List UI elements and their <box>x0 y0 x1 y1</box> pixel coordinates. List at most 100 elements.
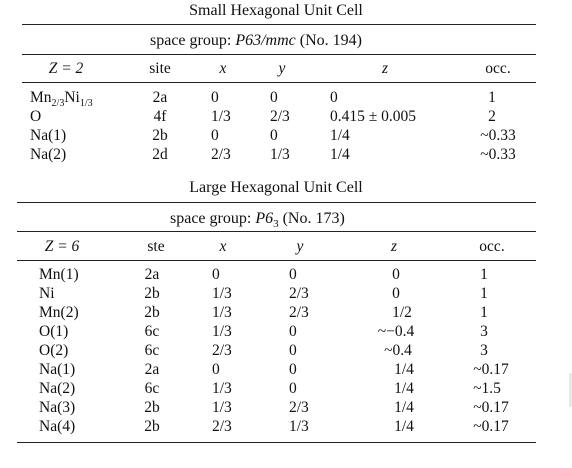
small-cell-title: Small Hexagonal Unit Cell <box>189 2 363 19</box>
large-bottom-rule <box>17 442 536 443</box>
small-row-x: 2/3 <box>211 146 231 163</box>
small-row-atom: Na(1) <box>30 127 67 144</box>
large-row-x: 2/3 <box>212 418 232 435</box>
large-row-x: 1/3 <box>212 380 232 397</box>
large-row-site: 6c <box>144 380 160 397</box>
large-row-site: 6c <box>144 342 160 359</box>
large-row-z: 0 <box>392 285 400 302</box>
large-row-y: 2/3 <box>289 399 309 416</box>
large-row-site: 2b <box>144 418 160 435</box>
large-row-occ: 1 <box>480 304 488 321</box>
small-row-site: 4f <box>153 108 167 125</box>
large-top-rule <box>17 202 536 203</box>
small-row-x: 0 <box>211 89 219 106</box>
small-spacegroup: space group: P63/mmc (No. 194) <box>150 32 362 50</box>
scrollbar-thumb[interactable] <box>569 373 572 407</box>
large-row-z: 1/4 <box>394 399 414 416</box>
small-header-x: x <box>219 60 227 77</box>
large-cell-title: Large Hexagonal Unit Cell <box>189 179 363 196</box>
large-row-y: 2/3 <box>289 285 309 302</box>
small-header-site: site <box>149 60 171 77</box>
large-row-occ: ~0.17 <box>473 399 509 416</box>
small-row-z: 0.415 ± 0.005 <box>330 108 417 125</box>
large-row-z: 1/4 <box>394 361 414 378</box>
large-row-y: 0 <box>289 266 297 283</box>
large-row-occ: ~0.17 <box>473 361 509 378</box>
large-row-y: 0 <box>289 380 297 397</box>
small-spacegroup-rule <box>22 54 536 55</box>
large-row-z: 1/2 <box>392 304 412 321</box>
large-row-site: 2a <box>144 266 160 283</box>
large-spacegroup-number: (No. 173) <box>282 210 345 227</box>
small-row-z: 1/4 <box>330 146 350 163</box>
small-header-occ: occ. <box>485 60 511 77</box>
small-row-z: 0 <box>330 89 338 106</box>
large-row-z: ~0.4 <box>384 342 412 359</box>
small-header-z: z <box>381 60 389 77</box>
large-row-x: 2/3 <box>212 342 232 359</box>
large-header-site: ste <box>147 238 165 255</box>
large-row-z: 1/4 <box>394 418 414 435</box>
large-spacegroup-rule <box>17 231 536 232</box>
small-spacegroup-number: (No. 194) <box>299 32 362 49</box>
small-header-rule <box>22 82 536 83</box>
small-row-atom: O <box>30 108 42 125</box>
small-spacegroup-prefix: space group: <box>150 32 232 49</box>
large-header-x: x <box>219 238 227 255</box>
large-row-atom: Na(3) <box>39 399 76 416</box>
large-row-atom: Ni <box>39 285 55 302</box>
small-row-y: 1/3 <box>270 146 290 163</box>
large-spacegroup-symbol: P63 <box>255 210 279 231</box>
large-row-atom: Na(2) <box>39 380 76 397</box>
large-row-x: 0 <box>212 361 220 378</box>
small-row-y: 0 <box>270 89 278 106</box>
large-row-y: 1/3 <box>289 418 309 435</box>
small-row-atom: Na(2) <box>30 146 67 163</box>
small-row-site: 2d <box>152 146 168 163</box>
large-row-y: 0 <box>289 323 297 340</box>
large-row-site: 2b <box>144 285 160 302</box>
large-row-atom: O(1) <box>39 323 69 340</box>
large-row-y: 0 <box>289 361 297 378</box>
large-row-occ: 1 <box>480 266 488 283</box>
large-spacegroup: space group: P63 (No. 173) <box>170 210 345 233</box>
large-row-occ: 3 <box>480 342 488 359</box>
large-row-x: 1/3 <box>212 304 232 321</box>
small-row-y: 2/3 <box>270 108 290 125</box>
large-header-rule <box>17 260 536 261</box>
small-row-occ: 2 <box>488 108 496 125</box>
small-header-z-count: Z = 2 <box>48 60 84 77</box>
small-row-y: 0 <box>270 127 278 144</box>
large-row-atom: Mn(2) <box>39 304 79 321</box>
large-row-site: 2a <box>144 361 160 378</box>
large-row-x: 1/3 <box>212 285 232 302</box>
large-row-x: 1/3 <box>212 399 232 416</box>
small-header-y: y <box>278 60 286 77</box>
large-row-site: 2b <box>144 399 160 416</box>
large-row-atom: O(2) <box>39 342 69 359</box>
small-row-z: 1/4 <box>330 127 350 144</box>
small-row-x: 1/3 <box>211 108 231 125</box>
large-header-occ: occ. <box>479 238 505 255</box>
small-row-site: 2b <box>152 127 168 144</box>
large-row-y: 2/3 <box>289 304 309 321</box>
large-row-x: 0 <box>212 266 220 283</box>
large-row-x: 1/3 <box>212 323 232 340</box>
large-header-z-count: Z = 6 <box>44 238 80 255</box>
large-row-z: 0 <box>392 266 400 283</box>
small-row-occ: 1 <box>488 89 496 106</box>
small-row-site: 2a <box>152 89 168 106</box>
small-top-rule <box>22 24 536 25</box>
small-spacegroup-symbol: P63/mmc <box>235 32 296 49</box>
large-row-z: 1/4 <box>394 380 414 397</box>
large-spacegroup-prefix: space group: <box>170 210 252 227</box>
large-row-atom: Mn(1) <box>39 266 79 283</box>
small-row-atom: Mn2/3Ni1/3 <box>30 89 93 110</box>
small-row-occ: ~0.33 <box>480 127 516 144</box>
large-row-atom: Na(4) <box>39 418 76 435</box>
small-row-occ: ~0.33 <box>480 146 516 163</box>
large-row-site: 6c <box>144 323 160 340</box>
large-row-occ: 1 <box>480 285 488 302</box>
large-row-occ: ~1.5 <box>473 380 501 397</box>
